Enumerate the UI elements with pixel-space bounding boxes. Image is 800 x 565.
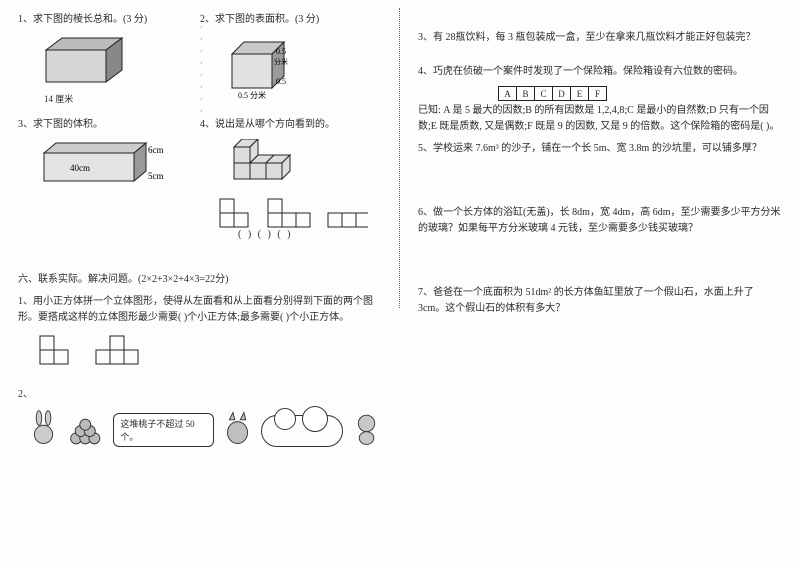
q4-figure: ( ) ( ) ( ) xyxy=(218,139,382,240)
cell-d: D xyxy=(553,87,571,101)
rabbit-icon xyxy=(28,409,59,447)
p2-label: 2、 xyxy=(18,387,382,403)
cat-icon xyxy=(222,409,253,447)
svg-text:分米: 分米 xyxy=(274,57,288,66)
r-q3: 3、有 28瓶饮料，每 3 瓶包装成一盒，至少在拿来几瓶饮料才能正好包装完？ xyxy=(418,30,782,46)
q4-text: 4、说出是从哪个方向看到的。 xyxy=(200,117,382,133)
q2-figure: 0.5 分米 0.5 0.5 分米 xyxy=(218,34,382,100)
r-q5: 5、学校运来 7.6m³ 的沙子，铺在一个长 5m、宽 3.8m 的沙坑里，可以… xyxy=(418,141,782,157)
svg-text:0.5: 0.5 xyxy=(276,77,286,86)
cell-f: F xyxy=(589,87,607,101)
q4-brackets: ( ) ( ) ( ) xyxy=(238,229,382,240)
cell-a: A xyxy=(499,87,517,101)
r-q4a: 4、巧虎在侦破一个案件时发现了一个保险箱。保险箱设有六位数的密码。 xyxy=(418,64,782,80)
monkey-icon xyxy=(351,409,382,447)
svg-text:6cm: 6cm xyxy=(148,145,164,155)
svg-text:0.5 分米: 0.5 分米 xyxy=(238,90,266,100)
svg-text:5cm: 5cm xyxy=(148,171,164,181)
r-q4b: 已知: A 是 5 最大的因数;B 的所有因数是 1,2,4,8;C 是最小的自… xyxy=(418,103,782,135)
p1-views xyxy=(36,332,382,375)
cell-e: E xyxy=(571,87,589,101)
q3-text: 3、求下图的体积。 xyxy=(18,117,200,133)
q1-text: 1、求下图的棱长总和。(3 分) xyxy=(18,12,200,28)
q1-figure: 14 厘米 xyxy=(36,34,200,105)
section6-title: 六、联系实际。解决问题。(2×2+3×2+4×3=22分) xyxy=(18,272,382,288)
svg-text:40cm: 40cm xyxy=(70,163,90,173)
r-q7: 7、爸爸在一个底面积为 51dm² 的长方体鱼缸里放了一个假山石，水面上升了 3… xyxy=(418,285,782,317)
q3-figure: 40cm 6cm 5cm xyxy=(36,139,200,193)
cell-b: B xyxy=(517,87,535,101)
thought-cloud xyxy=(261,415,343,447)
r-q6: 6、做一个长方体的浴缸(无盖)，长 8dm，宽 4dm，高 6dm，至少需要多少… xyxy=(418,205,782,237)
p2-scene: 这堆桃子不超过 50 个。 xyxy=(28,409,382,447)
peach-pile-icon xyxy=(67,417,105,447)
q2-dim1: 0.5 xyxy=(276,47,286,56)
speech-bubble: 这堆桃子不超过 50 个。 xyxy=(113,413,213,447)
q2-text: 2、求下图的表面积。(3 分) xyxy=(200,12,382,28)
right-column: 3、有 28瓶饮料，每 3 瓶包装成一盒，至少在拿来几瓶饮料才能正好包装完？ 4… xyxy=(400,0,800,565)
left-column: 1、求下图的棱长总和。(3 分) 14 厘米 2、求下图的表面积。(3 分) 0… xyxy=(0,0,400,565)
cell-c: C xyxy=(535,87,553,101)
q1-dim-l: 14 厘米 xyxy=(44,92,200,105)
p1-text: 1、用小正方体拼一个立体图形，使得从左面看和从上面看分别得到下面的两个图形。要搭… xyxy=(18,294,382,326)
password-grid: A B C D E F xyxy=(498,86,607,101)
